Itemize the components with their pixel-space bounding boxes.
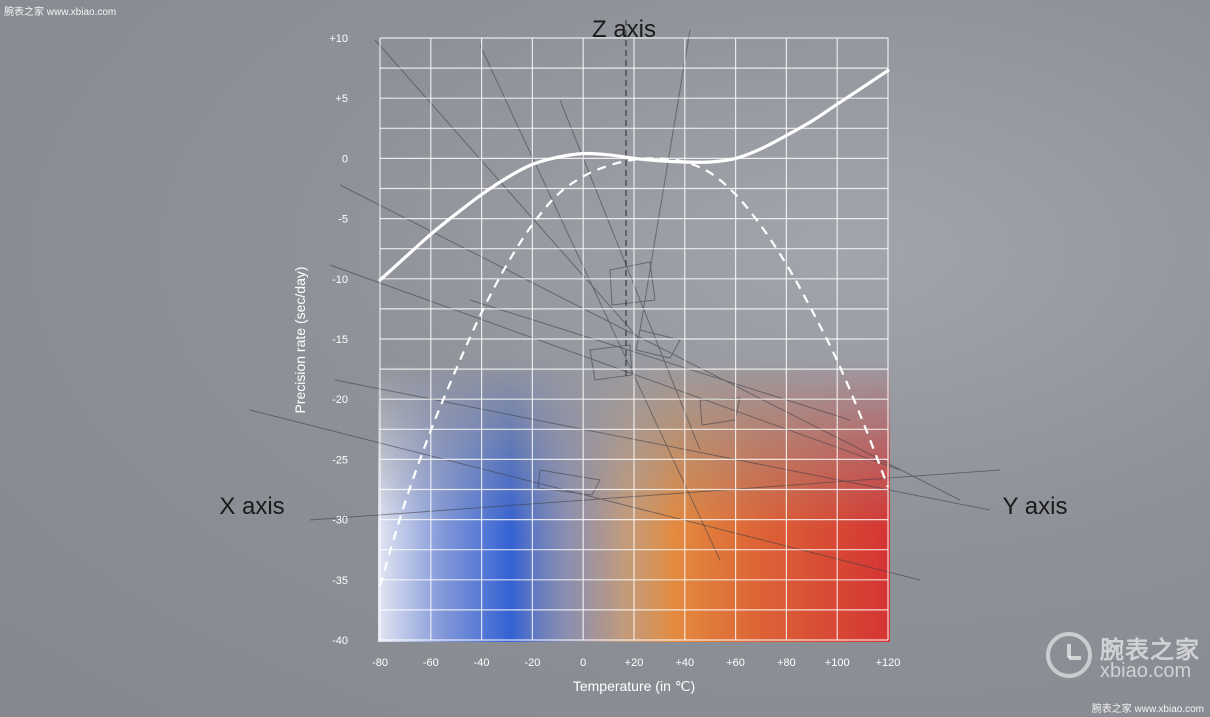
y-tick-label: -25 xyxy=(332,454,348,466)
y-tick-label: -35 xyxy=(332,575,348,587)
x-tick-labels: -80 -60 -40 -20 0 +20 +40 +60 +80 +100 +120 xyxy=(372,657,900,669)
logo-text-cn: 腕表之家 xyxy=(1100,637,1200,664)
y-tick-label: -40 xyxy=(332,635,348,647)
y-axis-label: Precision rate (sec/day) xyxy=(292,266,308,413)
solid-rate-curve xyxy=(378,68,890,282)
watermark-bottom: 腕表之家 www.xbiao.com xyxy=(1091,704,1204,715)
x-tick-label: 0 xyxy=(580,657,586,669)
x-axis-label: Temperature (in ℃) xyxy=(573,678,695,694)
x-tick-label: +120 xyxy=(876,657,901,669)
z-axis-annotation: Z axis xyxy=(592,16,656,43)
y-tick-label: 0 xyxy=(342,153,348,165)
chart-grid xyxy=(379,37,889,641)
crystal-background-lines xyxy=(249,29,1001,581)
y-tick-label: -10 xyxy=(332,274,348,286)
y-tick-label: -15 xyxy=(332,334,348,346)
y-tick-label: -20 xyxy=(332,394,348,406)
x-tick-label: +20 xyxy=(625,657,644,669)
site-logo: 腕表之家 xbiao.com xyxy=(1046,630,1204,685)
clock-logo-icon xyxy=(1046,632,1092,678)
watermark-top: 腕表之家 www.xbiao.com xyxy=(4,7,117,18)
y-tick-label: -5 xyxy=(338,214,348,226)
y-axis-annotation: Y axis xyxy=(1003,493,1068,520)
x-tick-label: +100 xyxy=(825,657,850,669)
x-tick-label: -20 xyxy=(524,657,540,669)
x-tick-label: -60 xyxy=(423,657,439,669)
x-axis-annotation: X axis xyxy=(219,493,284,520)
y-tick-label: +10 xyxy=(329,33,348,45)
x-tick-label: +60 xyxy=(726,657,745,669)
x-tick-label: -80 xyxy=(372,657,388,669)
x-tick-label: +80 xyxy=(777,657,796,669)
x-tick-label: -40 xyxy=(474,657,490,669)
x-tick-label: +40 xyxy=(675,657,694,669)
y-tick-labels: +10 +5 0 -5 -10 -15 -20 -25 -30 -35 -40 xyxy=(329,33,348,647)
y-tick-label: +5 xyxy=(335,93,348,105)
logo-text-en: xbiao.com xyxy=(1100,660,1192,682)
y-tick-label: -30 xyxy=(332,515,348,527)
dashed-rate-curve xyxy=(378,157,890,587)
